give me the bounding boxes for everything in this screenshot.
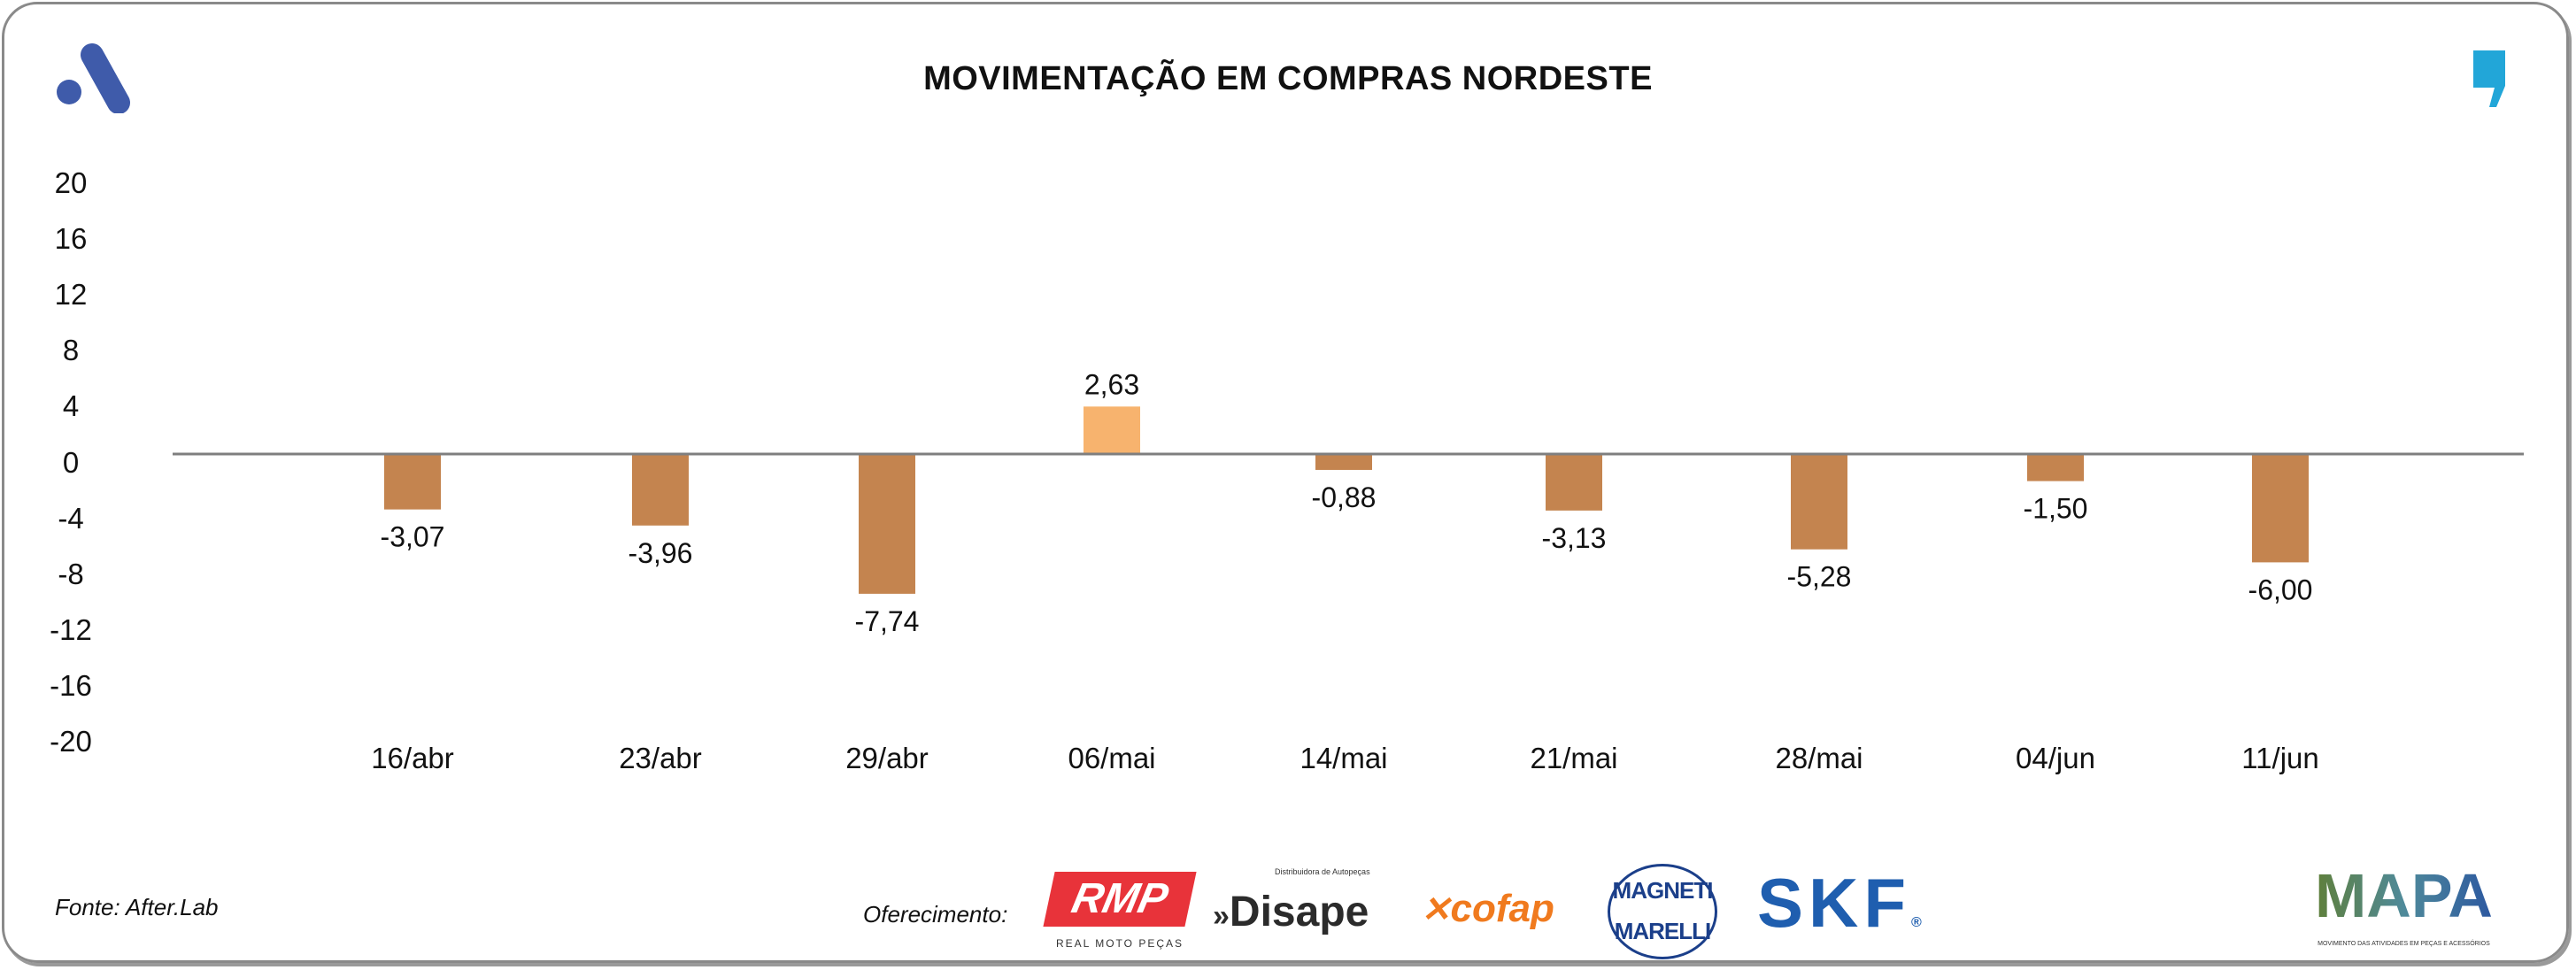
cofap-logo-text: cofap [1450,887,1554,930]
bar-21/mai [1546,454,1602,511]
mapa-logo: MAPA MOVIMENTO DAS ATIVIDADES EM PEÇAS E… [2315,858,2493,948]
y-tick-label: -20 [50,725,92,758]
data-label: -0,88 [1312,481,1377,513]
data-label: -3,13 [1542,522,1607,554]
x-tick-label: 06/mai [1068,742,1155,774]
bar-29/abr [859,454,915,594]
rmp-logo-subtitle: REAL MOTO PEÇAS [1055,937,1184,950]
source-note: Fonte: After.Lab [55,894,219,920]
y-tick-label: 8 [62,334,80,367]
bar-14/mai [1315,454,1372,470]
x-tick-label: 23/abr [619,742,702,774]
y-tick-label: 12 [54,278,88,312]
y-tick-label: -8 [58,557,84,590]
disape-logo: Distribuidora de Autopeças »Disape [1213,867,1370,935]
data-label: -6,00 [2248,574,2313,605]
mapa-logo-subtitle: MOVIMENTO DAS ATIVIDADES EM PEÇAS E ACES… [2318,941,2490,947]
disape-logo-text: Disape [1229,889,1369,935]
data-label: -5,28 [1787,561,1852,593]
x-tick-label: 29/abr [845,742,929,774]
x-tick-label: 28/mai [1775,742,1863,774]
disape-logo-subtitle: Distribuidora de Autopeças [1275,867,1370,876]
bar-11/jun [2252,454,2309,563]
y-tick-label: 16 [54,222,88,256]
sponsor-label: Oferecimento: [863,901,1008,928]
comma-logo-icon [2473,50,2505,107]
mapa-logo-text: MAPA [2315,858,2493,933]
data-label: 2,63 [1084,368,1139,400]
bar-28/mai [1791,454,1847,550]
rmp-logo: RMP REAL MOTO PEÇAS [1043,872,1197,950]
y-tick-label: -4 [58,501,84,535]
y-tick-label: -16 [50,668,92,702]
data-label: -3,96 [629,537,693,569]
y-tick-label: 20 [54,166,88,199]
x-tick-label: 16/abr [371,742,454,774]
x-tick-label: 14/mai [1300,742,1387,774]
data-label: -7,74 [855,605,920,637]
bar-06/mai [1084,406,1140,454]
magneti-text: MAGNETI [1612,877,1714,904]
x-tick-label: 21/mai [1530,742,1617,774]
data-label: -3,07 [381,521,445,553]
bar-04/jun [2027,454,2084,481]
rmp-logo-text: RMP [1043,872,1197,927]
bar-23/abr [632,454,689,526]
cofap-logo: ✕cofap [1421,887,1554,930]
y-tick-label: 0 [62,445,80,479]
marelli-text: MARELLI [1614,918,1712,944]
y-tick-label: 4 [62,389,80,423]
a-logo-icon [57,43,130,113]
x-tick-label: 11/jun [2241,742,2318,774]
x-tick-label: 04/jun [2016,742,2095,774]
chart-title: MOVIMENTAÇÃO EM COMPRAS NORDESTE [923,60,1653,97]
skf-logo-text: SKF [1757,864,1911,942]
bar-16/abr [384,454,441,510]
skf-logo: SKF® [1757,864,1922,942]
y-tick-label: -12 [50,612,92,646]
data-label: -1,50 [2024,493,2088,525]
magneti-marelli-logo: MAGNETI MARELLI [1608,864,1717,959]
